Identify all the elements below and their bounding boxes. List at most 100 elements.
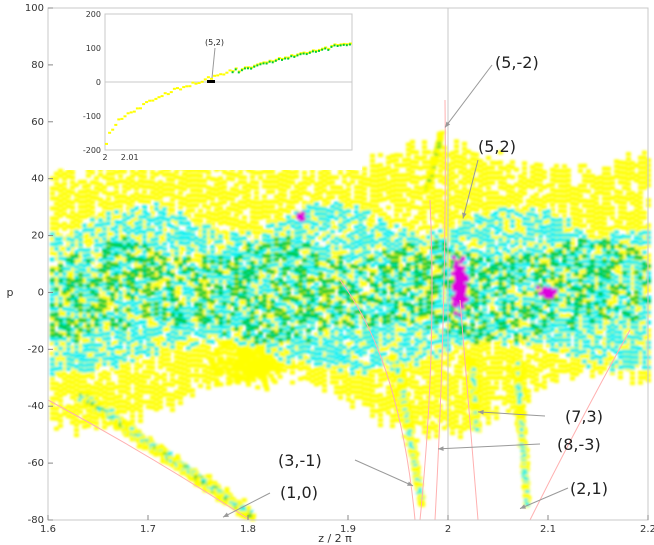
- density-cell-low: [498, 290, 503, 295]
- density-cell-low: [106, 376, 111, 381]
- density-cell-low: [174, 295, 179, 299]
- density-cell-low: [414, 150, 419, 155]
- density-cell-low: [170, 327, 175, 332]
- density-cell-low: [166, 212, 171, 217]
- density-cell-low: [502, 331, 507, 336]
- density-cell-low: [486, 415, 491, 420]
- density-cell-low: [510, 400, 515, 405]
- density-cell-low: [498, 330, 503, 335]
- density-cell-low: [70, 350, 75, 355]
- density-cell-low: [534, 377, 539, 382]
- density-cell-low: [78, 204, 83, 209]
- density-cell-low: [486, 215, 491, 220]
- density-cell-low: [194, 213, 199, 218]
- density-cell-low: [502, 381, 507, 386]
- density-cell-low: [458, 360, 463, 364]
- density-cell-low: [266, 210, 271, 214]
- density-cell-low: [102, 370, 107, 375]
- density-cell-low: [154, 377, 159, 382]
- density-cell-low: [458, 395, 463, 399]
- density-cell-low: [166, 327, 171, 332]
- density-cell-low: [190, 183, 195, 188]
- density-cell-low: [530, 205, 535, 210]
- density-cell-low: [542, 260, 547, 265]
- density-cell-low: [146, 194, 151, 199]
- density-cell-low: [318, 170, 323, 175]
- density-cell-low: [166, 207, 171, 212]
- density-cell-low: [538, 313, 543, 318]
- density-cell-low: [150, 335, 155, 340]
- density-cell-low: [530, 320, 535, 325]
- density-cell-low: [98, 262, 103, 267]
- density-cell-low: [510, 405, 515, 410]
- density-cell-low: [138, 354, 143, 358]
- density-cell-low: [246, 308, 251, 313]
- density-cell-low: [62, 251, 67, 256]
- density-cell-low: [494, 386, 499, 390]
- density-cell-low: [158, 195, 163, 200]
- density-cell-low: [530, 255, 535, 260]
- density-cell-low: [82, 339, 87, 344]
- density-cell-low: [342, 369, 347, 374]
- density-cell-low: [150, 285, 155, 290]
- density-cell-low: [174, 285, 179, 289]
- density-cell-low: [82, 179, 87, 184]
- density-cell-low: [90, 415, 95, 420]
- density-cell-low: [178, 351, 183, 355]
- density-cell-low: [258, 315, 263, 320]
- density-cell-low: [422, 250, 427, 255]
- density-cell-low: [478, 189, 483, 194]
- density-cell-low: [170, 237, 175, 242]
- density-cell-low: [506, 354, 511, 359]
- density-cell-low: [342, 204, 347, 209]
- density-cell-low: [394, 193, 399, 198]
- density-cell-low: [390, 174, 395, 178]
- density-cell-low: [54, 381, 59, 386]
- density-cell-low: [394, 413, 399, 418]
- density-cell-low: [418, 211, 423, 216]
- density-cell-low: [358, 285, 363, 290]
- density-cell-low: [314, 372, 319, 377]
- density-cell-low: [206, 385, 211, 390]
- density-cell-low: [182, 187, 187, 191]
- density-cell-low: [534, 192, 539, 197]
- density-cell-low: [322, 233, 327, 238]
- density-cell-low: [98, 362, 103, 367]
- density-cell-low: [170, 207, 175, 212]
- density-cell-low: [386, 190, 391, 195]
- density-cell-low: [406, 367, 411, 372]
- density-cell-low: [486, 395, 491, 400]
- density-cell-low: [330, 285, 335, 290]
- density-cell-low: [358, 180, 363, 185]
- density-cell-low: [458, 180, 463, 184]
- density-cell-low: [370, 408, 375, 413]
- density-cell-low: [518, 304, 523, 309]
- density-cell-low: [494, 256, 499, 260]
- density-cell-low: [178, 386, 183, 390]
- density-cell-low: [154, 342, 159, 347]
- density-cell-low: [270, 274, 275, 279]
- density-cell-low: [386, 195, 391, 200]
- density-cell-low: [518, 189, 523, 194]
- density-cell-low: [326, 221, 331, 226]
- density-cell-low: [86, 373, 91, 378]
- density-cell-low: [122, 289, 127, 294]
- density-cell-low: [482, 357, 487, 362]
- density-cell-low: [302, 225, 307, 230]
- density-cell-low: [274, 194, 279, 199]
- density-cell-low: [438, 268, 443, 273]
- density-cell-low: [414, 180, 419, 185]
- density-cell-low: [350, 294, 355, 299]
- density-cell-low: [454, 324, 459, 329]
- density-cell-low: [378, 178, 383, 183]
- density-cell-low: [246, 188, 251, 193]
- density-cell-low: [186, 338, 191, 343]
- density-cell-low: [370, 378, 375, 383]
- density-cell-low: [110, 401, 115, 406]
- density-cell-low: [490, 165, 495, 170]
- density-cell-low: [546, 248, 551, 253]
- density-cell-low: [146, 274, 151, 279]
- density-cell-low: [490, 300, 495, 305]
- density-cell-low: [98, 337, 103, 342]
- density-cell-low: [530, 225, 535, 230]
